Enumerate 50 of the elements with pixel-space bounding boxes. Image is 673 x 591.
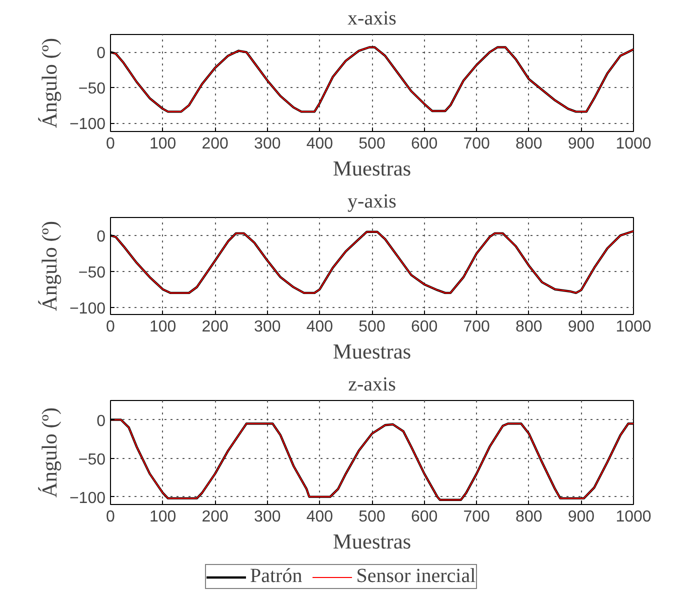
x-axis-title: Muestras (332, 530, 412, 554)
y-tick-label: −50 (78, 80, 106, 98)
y-tick-label: 0 (96, 45, 106, 62)
x-tick-label: 200 (202, 318, 229, 336)
x-tick-label: 800 (516, 318, 542, 336)
y-tick-label: 0 (96, 412, 106, 430)
x-tick-label: 900 (568, 508, 595, 526)
y-tick-label: −100 (69, 116, 106, 134)
x-tick-label: 700 (463, 318, 490, 336)
chart-title: z-axis (348, 374, 396, 396)
x-tick-label: 400 (306, 508, 334, 526)
legend-label: Sensor inercial (356, 565, 476, 588)
x-tick-label: 700 (463, 136, 490, 152)
x-tick-label: 1000 (616, 136, 652, 152)
x-tick-label: 900 (568, 136, 595, 152)
x-axis-title: Muestras (332, 340, 412, 364)
x-tick-label: 500 (358, 136, 386, 152)
x-tick-label: 500 (358, 318, 386, 336)
y-axis-title: Ángulo (º) (37, 407, 62, 498)
legend-label: Patrón (250, 565, 302, 588)
y-tick-label: 0 (96, 228, 106, 246)
x-tick-label: 100 (149, 318, 176, 336)
x-tick-label: 300 (254, 136, 281, 152)
chart-title: x-axis (348, 8, 397, 30)
x-tick-label: 400 (306, 318, 334, 336)
y-axis-title: Ángulo (º) (37, 220, 62, 312)
x-tick-label: 600 (410, 508, 438, 526)
y-tick-label: −50 (78, 451, 106, 468)
x-tick-label: 500 (358, 508, 386, 526)
x-tick-label: 200 (202, 136, 229, 152)
x-tick-label: 300 (254, 318, 281, 336)
y-tick-label: −50 (78, 264, 106, 282)
x-axis-title: Muestras (332, 156, 412, 180)
x-tick-label: 300 (254, 508, 281, 526)
x-tick-label: 200 (202, 508, 229, 526)
x-tick-label: 700 (463, 508, 490, 526)
y-tick-label: −100 (69, 300, 106, 318)
x-tick-label: 400 (306, 136, 334, 152)
x-tick-label: 600 (410, 318, 438, 336)
y-axis-title: Ángulo (º) (37, 38, 62, 128)
x-tick-label: 900 (568, 318, 595, 336)
x-tick-label: 800 (516, 508, 542, 526)
x-tick-label: 600 (410, 136, 438, 152)
x-tick-label: 1000 (616, 508, 652, 526)
x-tick-label: 800 (516, 136, 542, 152)
chart-title: y-axis (348, 190, 397, 212)
x-tick-label: 1000 (616, 318, 652, 336)
x-tick-label: 100 (149, 136, 176, 152)
y-tick-label: −100 (69, 490, 106, 507)
x-tick-label: 100 (149, 508, 176, 526)
